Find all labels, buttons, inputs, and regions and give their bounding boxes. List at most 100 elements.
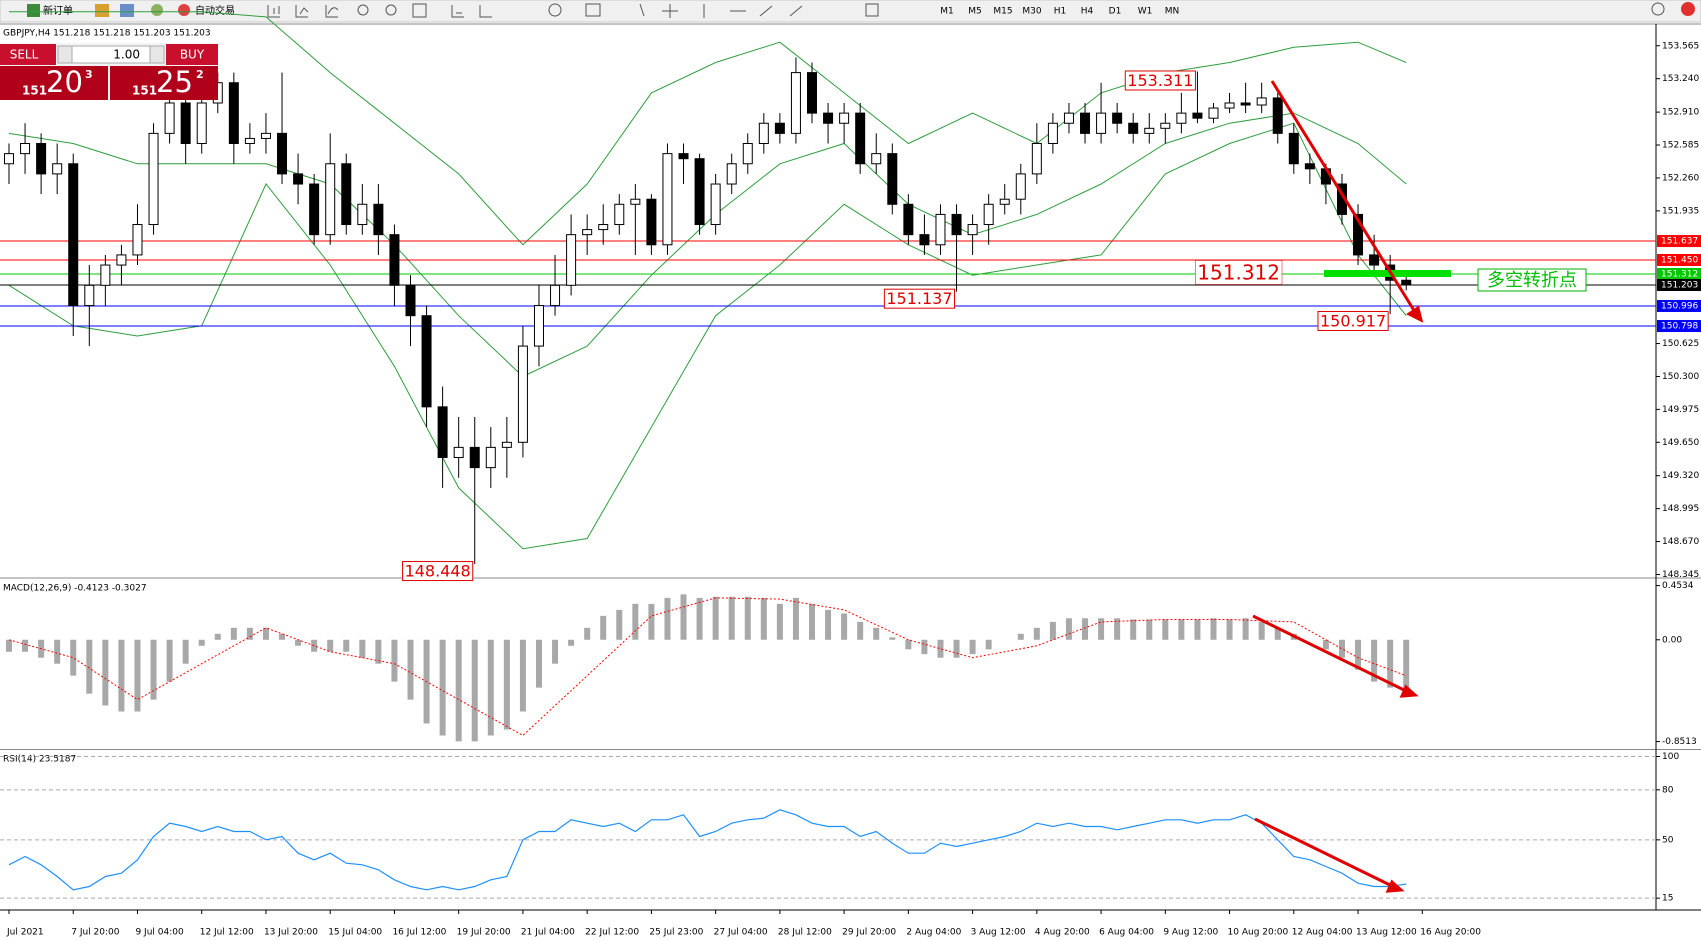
- toolbar-icon[interactable]: [865, 3, 879, 17]
- timeframe-bar: M1 M5 M15 M30 H1 H4 D1 W1 MN: [940, 7, 1179, 17]
- candle-body: [999, 198, 1010, 205]
- toolbar-icon[interactable]: [479, 5, 492, 18]
- toolbar-icon[interactable]: [451, 5, 464, 18]
- x-tick-label: 13 Jul 20:00: [264, 928, 318, 938]
- candle-body: [373, 203, 384, 236]
- auto-trading-button[interactable]: 自动交易: [195, 4, 235, 17]
- timeframe-button[interactable]: M1: [940, 7, 954, 17]
- candle-body: [1304, 163, 1315, 170]
- candle-body: [180, 102, 191, 145]
- candle-body: [935, 213, 946, 246]
- toolbar-icon[interactable]: [325, 5, 339, 18]
- toolbar-icon[interactable]: [548, 3, 562, 17]
- ask-box[interactable]: [110, 66, 218, 100]
- candle-body: [774, 122, 785, 134]
- candle-body: [1192, 112, 1203, 119]
- toolbar-icons[interactable]: [267, 3, 879, 18]
- candle-body: [469, 446, 480, 469]
- notification-icon[interactable]: [1681, 2, 1695, 16]
- timeframe-button[interactable]: D1: [1109, 7, 1122, 17]
- candle-body: [1128, 122, 1139, 134]
- candle-body: [357, 203, 368, 226]
- new-order-button[interactable]: 新订单: [43, 4, 73, 17]
- buy-label[interactable]: BUY: [180, 48, 205, 62]
- candle-body: [52, 163, 63, 175]
- candle-body: [1256, 97, 1267, 106]
- toolbar-icon[interactable]: [151, 4, 163, 16]
- timeframe-button[interactable]: M5: [968, 7, 982, 17]
- y-tick-label: 15: [1662, 894, 1673, 904]
- timeframe-button[interactable]: W1: [1138, 7, 1153, 17]
- candle-body: [164, 102, 175, 134]
- plot-layer: GBPJPY,H4 151.218 151.218 151.203 151.20…: [0, 11, 1701, 938]
- candle-body: [68, 163, 79, 307]
- sell-label[interactable]: SELL: [10, 48, 39, 62]
- annotation-box: [1124, 70, 1196, 91]
- candle-body: [566, 234, 577, 286]
- price-level-tag: [1657, 299, 1701, 312]
- toolbar-icon[interactable]: [120, 4, 134, 17]
- toolbar-icon[interactable]: [267, 5, 280, 18]
- candle-body: [485, 446, 496, 469]
- lot-increase[interactable]: [149, 45, 165, 64]
- toolbar-icon[interactable]: [385, 4, 397, 16]
- lot-input[interactable]: [57, 45, 165, 64]
- bid-box[interactable]: [0, 66, 108, 100]
- y-tick-label: 149.975: [1662, 405, 1699, 415]
- candle-body: [790, 72, 801, 134]
- buy-button[interactable]: [166, 44, 218, 65]
- x-tick-label: 13 Aug 12:00: [1356, 928, 1417, 938]
- search-icon[interactable]: [1651, 2, 1665, 16]
- timeframe-button[interactable]: H1: [1054, 7, 1067, 17]
- candle-body: [260, 132, 271, 139]
- candle-body: [341, 163, 352, 226]
- bid-big: 151: [22, 84, 47, 98]
- new-order-icon[interactable]: [27, 4, 40, 17]
- candle-body: [1176, 112, 1187, 124]
- toolbar-icon[interactable]: [357, 4, 369, 16]
- timeframe-button[interactable]: M30: [1022, 7, 1041, 17]
- timeframe-button[interactable]: M15: [993, 7, 1012, 17]
- candle-body: [726, 163, 737, 185]
- y-tick-label: 150.300: [1662, 372, 1699, 382]
- price-annotation: 153.311: [1127, 71, 1193, 90]
- candle-body: [951, 213, 962, 236]
- x-tick-label: 6 Aug 04:00: [1099, 928, 1154, 938]
- toolbar-icon[interactable]: [295, 5, 309, 18]
- toolbar-icon[interactable]: [95, 4, 109, 17]
- bollinger-upper: [9, 11, 1407, 246]
- trend-arrows: [1252, 80, 1424, 893]
- lot-decrease[interactable]: [57, 45, 73, 64]
- y-tick-label: 152.585: [1662, 141, 1699, 151]
- y-tick-label: 0.4534: [1662, 581, 1694, 591]
- arrow-head: [1385, 879, 1405, 893]
- y-tick-label: 148.995: [1662, 504, 1699, 514]
- lot-value[interactable]: 1.00: [113, 48, 140, 62]
- candle-body: [823, 112, 834, 124]
- candle-body: [36, 143, 47, 175]
- toolbar-icon[interactable]: [412, 3, 427, 18]
- annotation-box: [402, 561, 474, 582]
- x-tick-label: 4 Aug 20:00: [1035, 928, 1090, 938]
- toolbar-icon[interactable]: [585, 3, 601, 17]
- sell-button[interactable]: [0, 44, 56, 65]
- candle-body: [710, 183, 721, 226]
- candle-body: [1047, 122, 1058, 145]
- y-tick-label: 148.345: [1662, 570, 1699, 580]
- candle-body: [405, 284, 416, 317]
- trend-arrow: [1270, 80, 1417, 313]
- toolbar-icon[interactable]: [639, 3, 803, 18]
- x-tick-label: 12 Jul 12:00: [200, 928, 254, 938]
- price-annotation: 150.917: [1320, 311, 1386, 330]
- ask-big: 151: [132, 84, 157, 98]
- bid-small: 3: [85, 68, 93, 81]
- price-annotation: 148.448: [405, 562, 471, 581]
- timeframe-button[interactable]: MN: [1165, 7, 1180, 17]
- timeframe-button[interactable]: H4: [1081, 7, 1094, 17]
- candle-body: [550, 284, 561, 307]
- y-tick-label: 152.910: [1662, 108, 1699, 118]
- auto-trading-icon[interactable]: [178, 4, 190, 16]
- candle-body: [678, 153, 689, 160]
